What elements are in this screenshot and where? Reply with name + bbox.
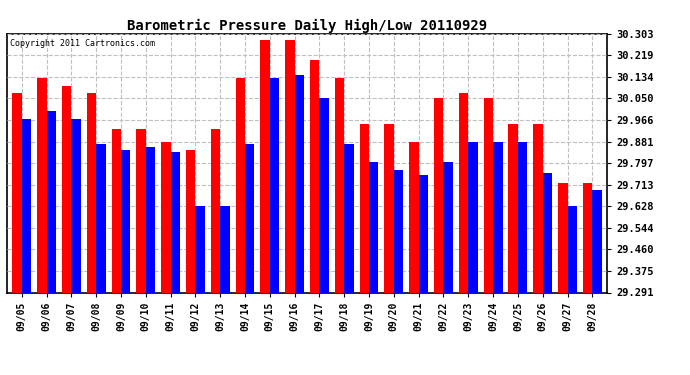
Bar xyxy=(37,78,47,292)
Bar xyxy=(260,40,270,292)
Bar xyxy=(112,129,121,292)
Bar xyxy=(22,119,31,292)
Bar xyxy=(270,78,279,292)
Bar xyxy=(211,129,220,292)
Bar xyxy=(121,150,130,292)
Bar xyxy=(285,40,295,292)
Bar xyxy=(319,99,329,292)
Bar xyxy=(359,124,369,292)
Bar xyxy=(310,60,319,292)
Bar xyxy=(592,190,602,292)
Bar xyxy=(384,124,394,292)
Bar xyxy=(235,78,245,292)
Bar xyxy=(186,150,195,292)
Bar xyxy=(434,99,444,292)
Bar xyxy=(369,162,379,292)
Bar xyxy=(493,142,502,292)
Bar xyxy=(558,183,567,292)
Title: Barometric Pressure Daily High/Low 20110929: Barometric Pressure Daily High/Low 20110… xyxy=(127,18,487,33)
Bar xyxy=(567,206,577,292)
Bar xyxy=(195,206,205,292)
Bar xyxy=(409,142,419,292)
Bar xyxy=(583,183,592,292)
Bar xyxy=(335,78,344,292)
Bar xyxy=(518,142,527,292)
Bar xyxy=(71,119,81,292)
Bar xyxy=(146,147,155,292)
Bar xyxy=(62,86,71,292)
Bar xyxy=(469,142,477,292)
Bar xyxy=(161,142,170,292)
Bar xyxy=(220,206,230,292)
Bar xyxy=(484,99,493,292)
Bar xyxy=(533,124,543,292)
Bar xyxy=(96,144,106,292)
Bar xyxy=(245,144,255,292)
Bar xyxy=(87,93,96,292)
Bar xyxy=(444,162,453,292)
Text: Copyright 2011 Cartronics.com: Copyright 2011 Cartronics.com xyxy=(10,39,155,48)
Bar xyxy=(295,75,304,292)
Bar xyxy=(47,111,56,292)
Bar xyxy=(509,124,518,292)
Bar xyxy=(419,175,428,292)
Bar xyxy=(170,152,180,292)
Bar xyxy=(459,93,469,292)
Bar xyxy=(137,129,146,292)
Bar xyxy=(394,170,403,292)
Bar xyxy=(344,144,354,292)
Bar xyxy=(543,172,552,292)
Bar xyxy=(12,93,22,292)
